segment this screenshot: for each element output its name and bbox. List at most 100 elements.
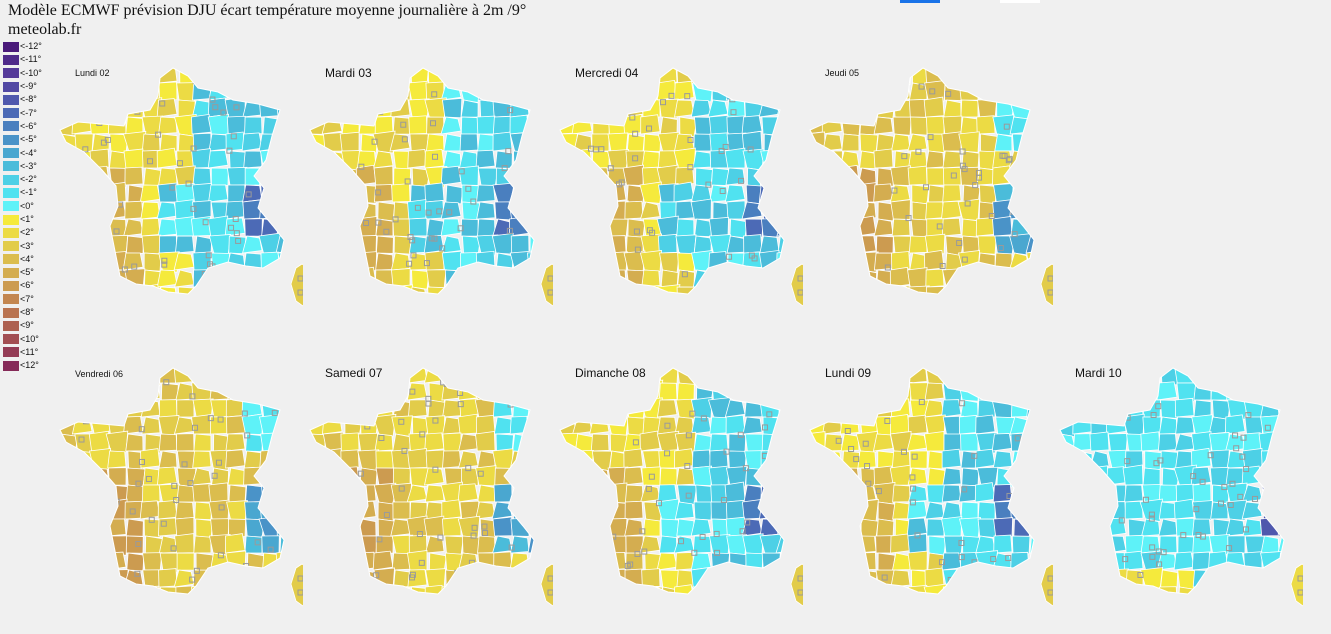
station-marker — [1047, 275, 1053, 282]
station-marker — [346, 415, 353, 422]
department-region — [693, 368, 712, 384]
department-region — [726, 200, 746, 220]
department-region — [122, 368, 144, 384]
department-region — [276, 449, 284, 471]
department-region — [1190, 466, 1212, 486]
department-region — [527, 500, 534, 521]
department-region — [572, 416, 593, 435]
department-region — [89, 148, 110, 169]
legend-swatch — [3, 121, 19, 132]
department-region — [310, 518, 326, 537]
department-region — [673, 584, 695, 594]
department-region — [73, 569, 95, 590]
department-region — [443, 133, 462, 152]
station-marker — [547, 289, 553, 296]
topbar-white-button[interactable] — [1000, 0, 1040, 3]
station-marker — [594, 532, 601, 539]
department-region — [174, 165, 196, 187]
department-region — [810, 552, 827, 572]
department-region — [859, 286, 878, 294]
department-region — [1178, 586, 1196, 594]
station-marker — [232, 215, 239, 222]
department-region — [1027, 81, 1034, 103]
department-region — [709, 416, 729, 435]
france-map-vendredi-06 — [59, 367, 303, 607]
station-marker — [1081, 487, 1088, 494]
department-region — [941, 399, 962, 418]
department-region — [60, 550, 76, 571]
department-region — [513, 269, 532, 290]
station-marker — [363, 97, 370, 104]
department-region — [839, 368, 860, 384]
station-marker — [1228, 389, 1235, 396]
department-region — [1110, 368, 1130, 387]
department-region — [708, 114, 729, 135]
department-region — [310, 198, 326, 220]
station-marker — [936, 223, 943, 230]
department-region — [742, 416, 763, 435]
department-region — [192, 483, 212, 503]
station-marker — [482, 530, 489, 537]
station-marker — [880, 81, 887, 88]
department-region — [942, 184, 962, 203]
department-region — [323, 132, 343, 152]
department-region — [406, 286, 428, 294]
station-marker — [1011, 231, 1018, 238]
department-region — [141, 115, 164, 138]
department-region — [424, 467, 445, 486]
france-outline — [309, 67, 535, 295]
station-marker — [768, 503, 775, 510]
department-region — [1262, 467, 1281, 487]
department-region — [441, 516, 462, 537]
station-marker — [245, 191, 252, 198]
department-region — [560, 218, 577, 238]
station-marker — [437, 534, 444, 541]
department-region — [509, 567, 531, 589]
department-region — [741, 68, 763, 84]
department-region — [760, 449, 780, 469]
department-region — [810, 167, 826, 186]
department-region — [674, 80, 695, 101]
department-region — [944, 286, 963, 294]
department-region — [60, 382, 77, 402]
station-marker — [911, 453, 918, 460]
department-region — [560, 483, 578, 505]
department-region — [90, 183, 110, 203]
station-marker — [416, 531, 423, 538]
department-region — [824, 82, 843, 101]
department-region — [855, 80, 877, 101]
department-region — [825, 184, 844, 204]
station-marker — [161, 257, 168, 264]
department-region — [441, 382, 462, 401]
department-region — [106, 380, 128, 402]
station-marker — [382, 396, 389, 403]
department-region — [527, 166, 534, 187]
department-region — [693, 433, 712, 452]
station-marker — [1047, 575, 1053, 582]
department-region — [907, 533, 928, 554]
station-marker — [327, 465, 334, 472]
station-marker — [78, 436, 85, 443]
station-marker — [1245, 412, 1252, 419]
department-region — [212, 569, 231, 590]
day-label-samedi-07: Samedi 07 — [325, 366, 383, 380]
legend-swatch — [3, 307, 19, 318]
department-region — [712, 368, 731, 386]
station-marker — [193, 567, 200, 574]
department-region — [342, 218, 361, 238]
department-region — [622, 68, 646, 86]
topbar-blue-button[interactable] — [900, 0, 940, 3]
station-marker — [586, 198, 593, 205]
department-region — [776, 99, 784, 118]
department-region — [823, 285, 843, 294]
department-region — [1093, 484, 1112, 505]
department-region — [839, 550, 861, 572]
department-region — [279, 535, 284, 555]
department-region — [339, 269, 360, 288]
france-outline — [59, 67, 285, 295]
station-marker — [923, 184, 930, 191]
station-marker — [432, 417, 439, 424]
department-region — [639, 249, 662, 272]
department-region — [1060, 368, 1078, 386]
station-marker — [1217, 500, 1224, 507]
